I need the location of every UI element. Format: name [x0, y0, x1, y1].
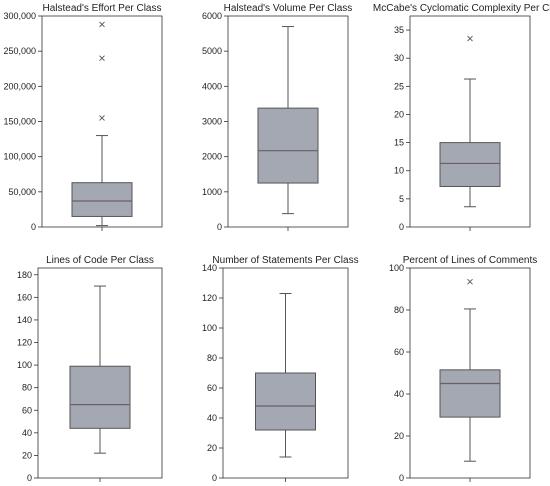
outlier-stroke — [99, 115, 105, 121]
y-tick-label: 20 — [394, 431, 404, 441]
y-tick-label: 40 — [394, 389, 404, 399]
y-tick-label: 120 — [202, 293, 217, 303]
y-tick-label: 2000 — [202, 152, 222, 162]
y-tick-label: 0 — [399, 473, 404, 483]
iqr-box — [439, 142, 501, 187]
outlier-stroke — [467, 278, 473, 285]
y-tick-label: 300,000 — [3, 11, 36, 21]
y-tick-label: 100,000 — [3, 152, 36, 162]
y-tick-label: 4000 — [202, 81, 222, 91]
y-tick-label: 50,000 — [8, 187, 36, 197]
y-tick-label: 100 — [202, 323, 217, 333]
y-tick-label: 140 — [17, 315, 32, 325]
outlier-marker — [99, 115, 105, 121]
iqr-box — [439, 369, 501, 418]
y-tick-label: 40 — [22, 428, 32, 438]
y-tick-label: 3000 — [202, 117, 222, 127]
y-tick-label: 0 — [212, 473, 217, 483]
y-tick-label: 160 — [17, 292, 32, 302]
chart-title: Percent of Lines of Comments — [403, 255, 538, 266]
outlier-stroke — [99, 21, 105, 28]
outlier-marker — [99, 55, 105, 62]
y-tick-label: 180 — [17, 270, 32, 280]
chart-panel-2: Halstead's Volume Per Class 0 1000 2000 3000… — [202, 3, 352, 232]
y-tick-label: 60 — [207, 383, 217, 393]
iqr-box — [69, 365, 131, 429]
y-tick-label: 30 — [394, 53, 404, 63]
y-tick-label: 0 — [217, 222, 222, 232]
y-tick-label: 80 — [22, 383, 32, 393]
y-tick-label: 60 — [394, 347, 404, 357]
y-tick-label: 6000 — [202, 11, 222, 21]
y-tick-label: 250,000 — [3, 46, 36, 56]
y-tick-label: 80 — [207, 353, 217, 363]
chart-title: Lines of Code Per Class — [46, 255, 154, 266]
outlier-stroke — [99, 55, 105, 62]
y-tick-label: 120 — [17, 338, 32, 348]
y-tick-label: 15 — [394, 138, 404, 148]
outlier-marker — [467, 35, 473, 42]
chart-panel-6: Percent of Lines of Comments 0 20 40 60 80 100 — [389, 255, 537, 483]
chart-panel-3: McCabe's Cyclomatic Complexity Per Class… — [373, 3, 550, 232]
iqr-box — [257, 107, 319, 184]
outlier-marker — [467, 278, 473, 285]
y-tick-label: 150,000 — [3, 117, 36, 127]
y-tick-label: 200,000 — [3, 81, 36, 91]
outlier-stroke — [467, 35, 473, 42]
chart-title: McCabe's Cyclomatic Complexity Per Class — [373, 3, 550, 14]
y-tick-label: 5 — [399, 194, 404, 204]
chart-panel-1: Halstead's Effort Per Class 0 50,000 100,00… — [3, 3, 163, 232]
y-tick-label: 40 — [207, 413, 217, 423]
y-tick-label: 0 — [399, 222, 404, 232]
chart-panel-5: Number of Statements Per Class 0 20 40 60 80 1… — [202, 255, 359, 483]
y-tick-label: 20 — [22, 450, 32, 460]
y-tick-label: 60 — [22, 405, 32, 415]
outlier-marker — [99, 21, 105, 28]
y-tick-label: 25 — [394, 81, 404, 91]
y-tick-label: 140 — [202, 263, 217, 273]
y-tick-label: 0 — [31, 222, 36, 232]
iqr-box — [71, 182, 133, 217]
chart-title: Number of Statements Per Class — [212, 255, 358, 266]
y-tick-label: 80 — [394, 305, 404, 315]
y-tick-label: 35 — [394, 25, 404, 35]
y-tick-label: 10 — [394, 166, 404, 176]
iqr-box — [255, 372, 316, 431]
y-tick-label: 100 — [17, 360, 32, 370]
y-tick-label: 5000 — [202, 46, 222, 56]
y-tick-label: 1000 — [202, 187, 222, 197]
y-tick-label: 0 — [27, 473, 32, 483]
y-tick-label: 100 — [389, 263, 404, 273]
chart-title: Halstead's Volume Per Class — [224, 3, 353, 14]
y-tick-label: 20 — [207, 443, 217, 453]
y-tick-label: 20 — [394, 109, 404, 119]
chart-title: Halstead's Effort Per Class — [43, 3, 162, 14]
chart-panel-4: Lines of Code Per Class 0 20 40 60 80 100 120 14… — [17, 255, 163, 483]
